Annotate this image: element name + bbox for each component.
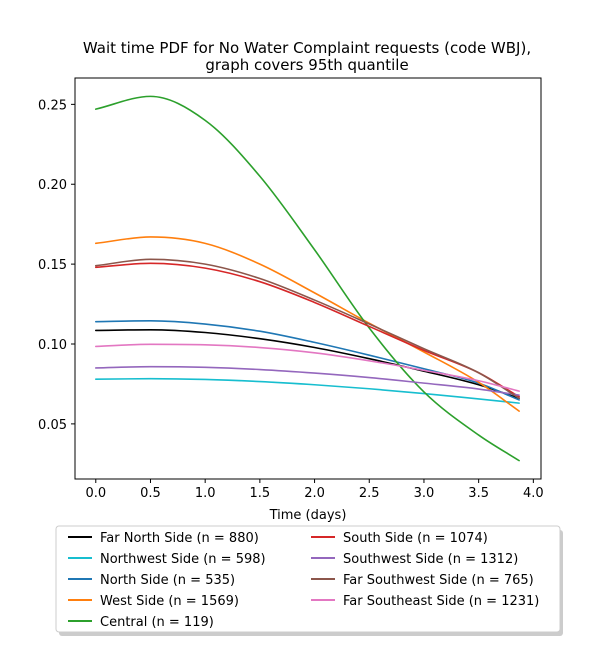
series-line-5 [94,95,520,462]
y-tick-label: 0.10 [38,338,67,353]
legend-entry-label: Far Southeast Side (n = 1231) [343,594,539,609]
x-tick-label: 4.0 [523,486,544,501]
series-line-7 [94,365,520,396]
plot-lines [94,95,520,462]
series-line-9 [94,343,520,392]
legend-entry-label: Southwest Side (n = 1312) [343,552,518,567]
y-tick-label: 0.15 [38,258,67,273]
y-tick-label: 0.05 [38,418,67,433]
legend: Far North Side (n = 880) Northwest Side (… [55,525,563,636]
legend-frame [55,525,561,633]
legend-entry-label: Far Southwest Side (n = 765) [343,573,534,588]
x-tick-label: 0.5 [140,486,161,501]
legend-entry-label: South Side (n = 1074) [343,531,488,546]
series-line-3 [94,320,520,401]
legend-entry-label: Northwest Side (n = 598) [100,552,266,567]
y-tick-label: 0.25 [38,98,67,113]
legend-items: Far North Side (n = 880) Northwest Side (… [68,531,539,630]
legend-entry-label: Far North Side (n = 880) [100,531,259,546]
legend-entry-label: North Side (n = 535) [100,573,235,588]
chart-title-line-2: graph covers 95th quantile [205,56,408,74]
x-tick-label: 1.5 [250,486,271,501]
x-tick-label: 3.0 [414,486,435,501]
series-line-8 [94,258,520,400]
x-tick-label: 3.5 [468,486,489,501]
x-axis-label: Time (days) [269,508,347,523]
y-axis-ticks: 0.05 0.10 0.15 0.20 0.25 [38,98,75,433]
series-line-2 [94,377,520,404]
x-tick-label: 1.0 [195,486,216,501]
x-tick-label: 2.0 [304,486,325,501]
x-tick-label: 2.5 [359,486,380,501]
series-line-4 [94,236,520,412]
y-tick-label: 0.20 [38,178,67,193]
legend-entry-label: Central (n = 119) [100,615,214,630]
plot-frame [74,77,542,480]
legend-entry-label: West Side (n = 1569) [100,594,239,609]
chart-title-line-1: Wait time PDF for No Water Complaint req… [83,39,531,57]
series-line-1 [94,328,520,400]
x-axis-ticks: 0.0 0.5 1.0 1.5 2.0 2.5 3.0 3.5 4.0 [85,479,544,501]
x-tick-label: 0.0 [85,486,106,501]
